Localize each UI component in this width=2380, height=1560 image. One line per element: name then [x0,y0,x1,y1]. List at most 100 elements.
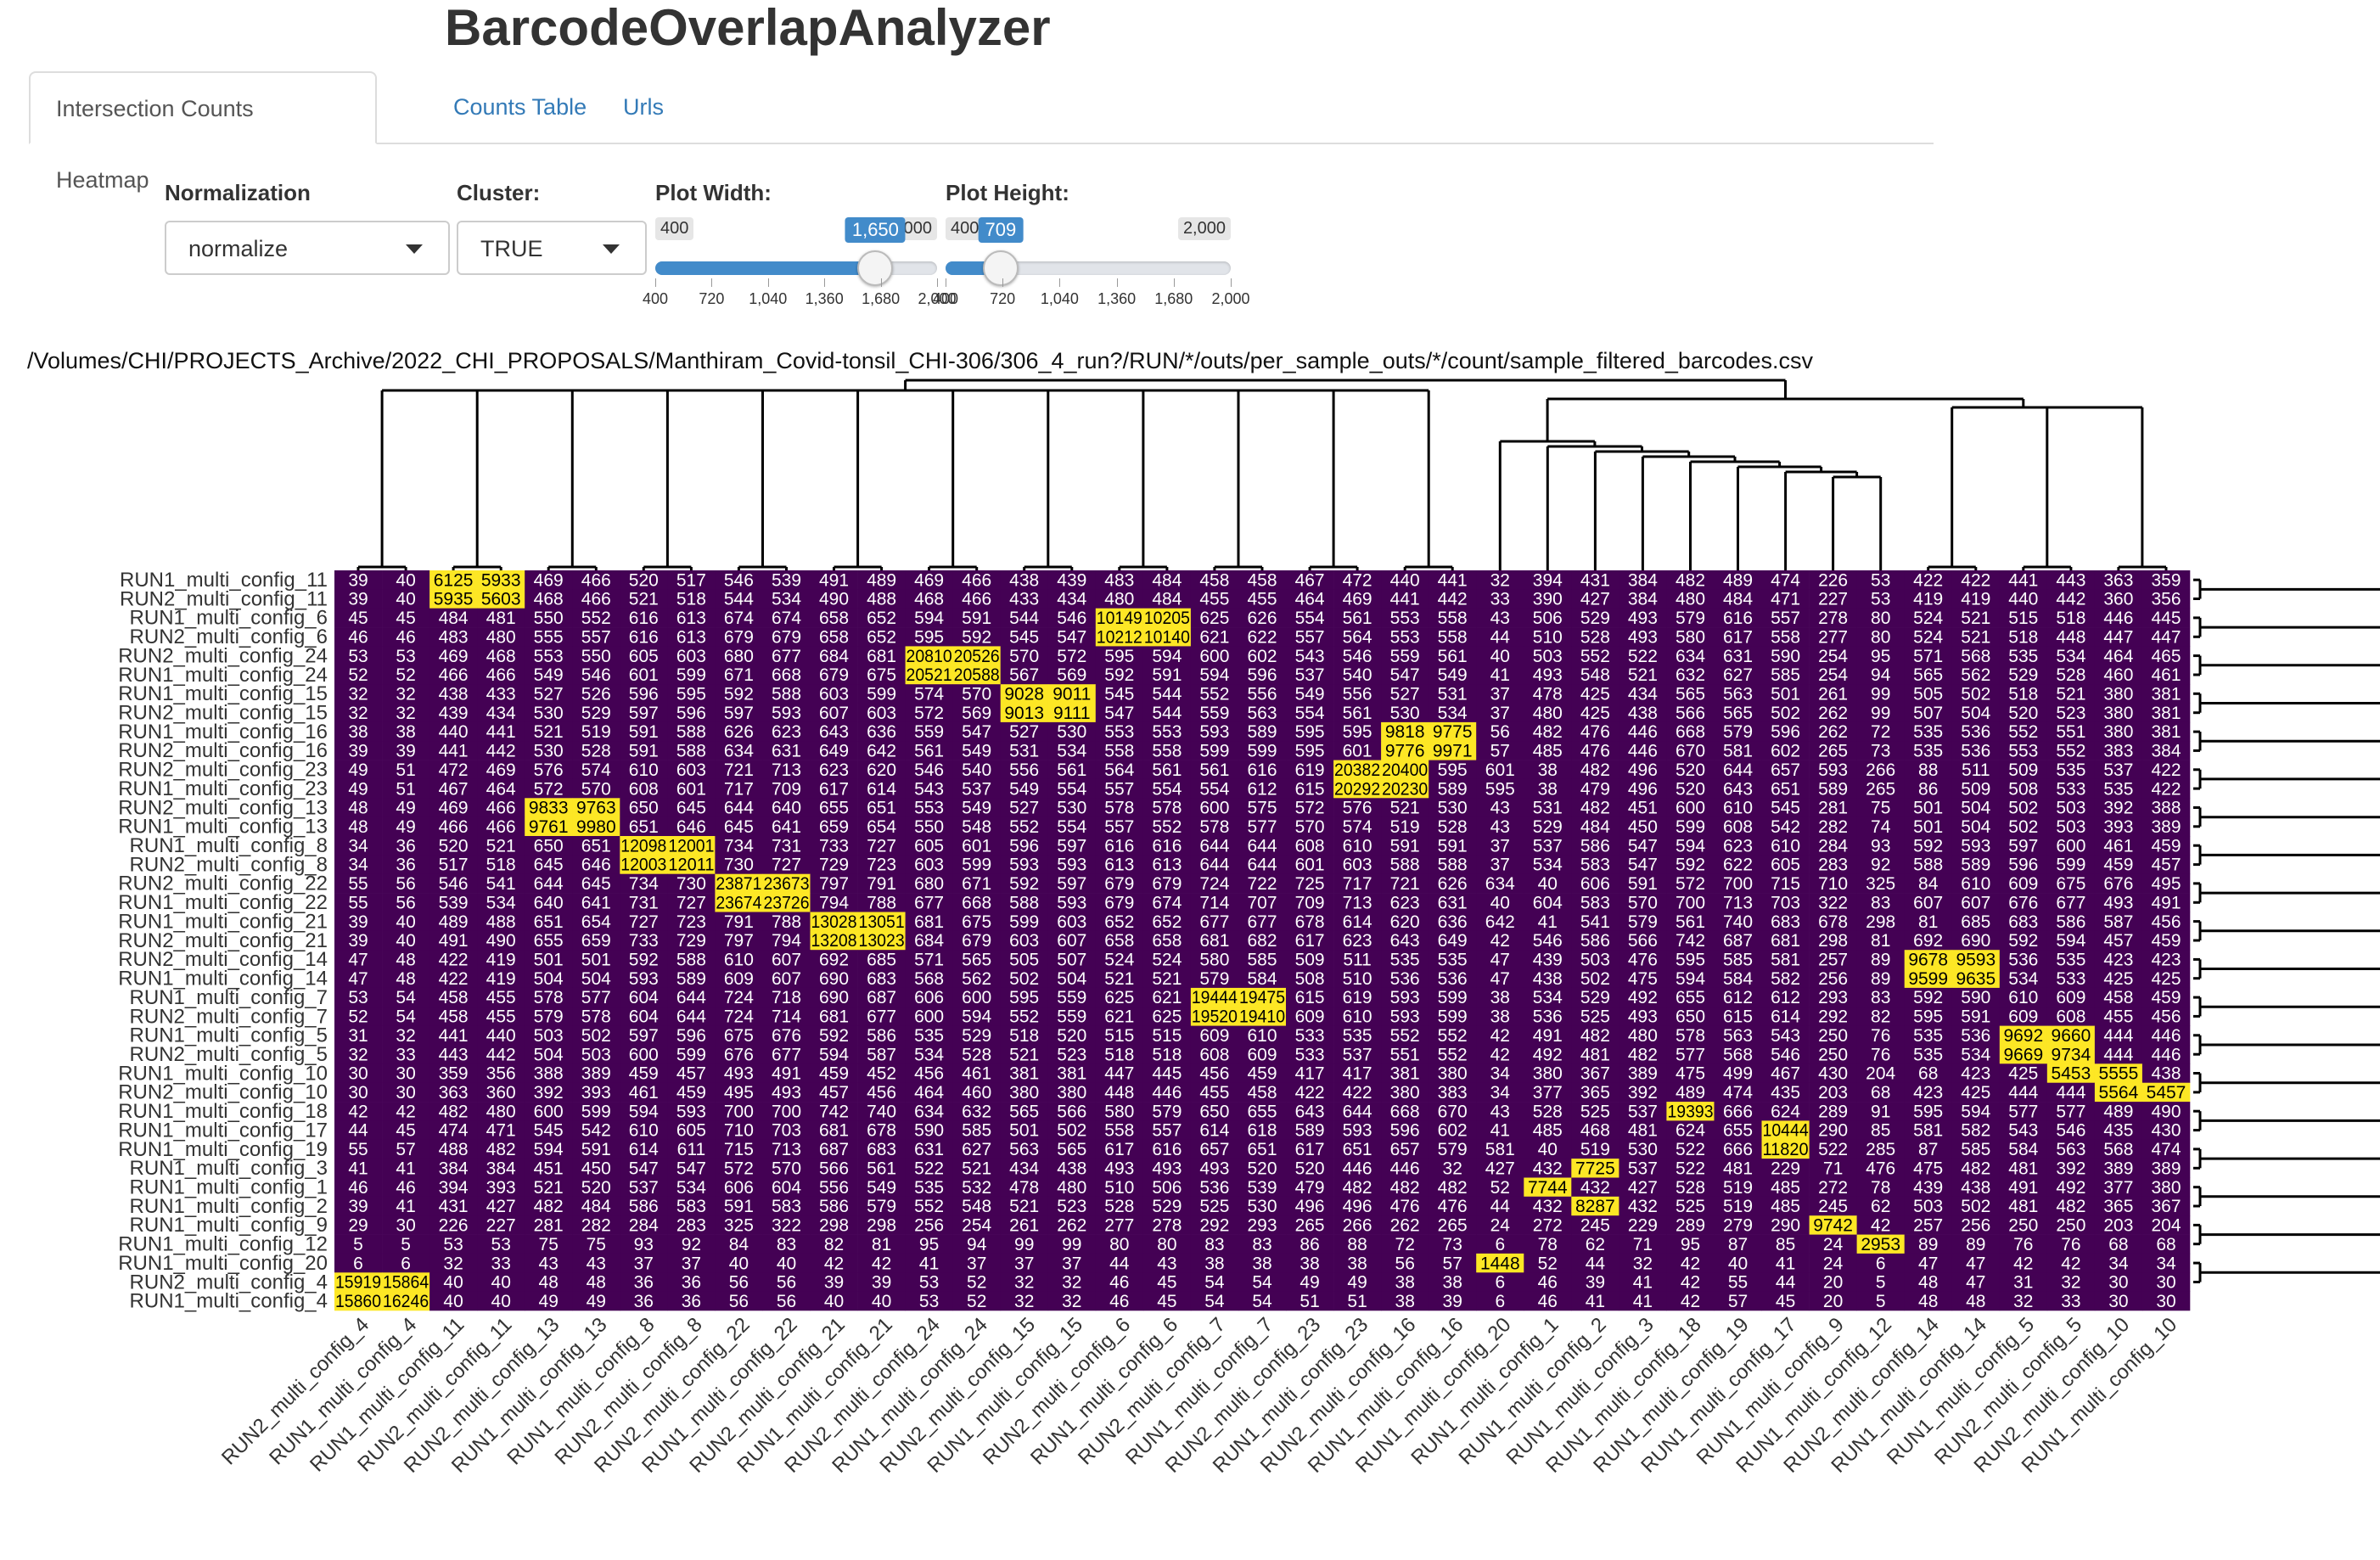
cell-value: 455 [1247,590,1277,609]
cell-value: 32 [396,704,415,723]
plot-width-tick-label: 2,000 [918,290,957,307]
cell-value: 78 [1538,1235,1558,1254]
cell-value: 652 [867,609,896,628]
cell-value: 68 [2108,1235,2128,1254]
cell-value: 608 [629,779,659,799]
heatmap-cell [905,873,953,894]
heatmap-cell [382,930,430,951]
cell-value: 588 [676,742,706,761]
cell-value: 491 [819,570,849,590]
cell-value: 5 [1876,1292,1886,1311]
plot-height-tick [1173,278,1175,287]
heatmap-cell [525,703,573,723]
cell-value: 602 [1438,1121,1468,1141]
cell-value: 427 [1485,1159,1515,1179]
tab-urls[interactable]: Urls [623,94,664,120]
cell-value: 417 [1295,1064,1325,1084]
heatmap-cell [334,950,383,969]
heatmap-cell [1524,873,1572,894]
plot-height-handle[interactable] [982,250,1019,286]
cell-value: 605 [676,1121,706,1141]
cell-value: 502 [1961,1197,1990,1216]
heatmap-cell [1238,608,1287,628]
cell-value: 325 [1866,874,1895,894]
heatmap-cell [1429,703,1477,723]
cell-value: 666 [1723,1102,1753,1121]
heatmap-cell [1714,836,1762,856]
cell-value: 49 [1299,1273,1319,1293]
cell-value: 572 [1295,799,1325,818]
cell-value: 623 [1723,836,1753,856]
heatmap-cell [667,968,716,989]
cell-value: 586 [2056,912,2085,932]
cell-value: 33 [2061,1292,2080,1311]
heatmap-cell [952,665,1002,685]
cell-value: 558 [1104,742,1134,761]
cell-value: 20 [1823,1273,1843,1293]
cell-value: 690 [819,969,849,989]
cell-value: 552 [2008,722,2038,742]
plot-height-slider[interactable]: 400 2,000 709 400 720 1,040 1,360 1,680 2,000 [933,217,1250,329]
plot-height-tick-label: 720 [990,290,1016,307]
cell-value: 56 [777,1292,796,1311]
cell-value: 594 [914,609,944,628]
cell-value: 501 [1913,817,1943,837]
cell-value: 530 [1390,704,1420,723]
cell-value: 23674 [716,893,761,912]
cell-value: 83 [777,1235,796,1254]
cell-value: 7744 [1528,1178,1568,1198]
heatmap-cell [1047,798,1097,817]
heatmap-cell [667,741,716,760]
plot-width-handle[interactable] [857,250,894,286]
cell-value: 381 [1390,1064,1420,1084]
cell-value: 456 [2151,1007,2181,1027]
cell-value: 687 [1723,931,1753,951]
cell-value: 45 [348,609,368,628]
heatmap-cell [1095,873,1144,894]
cell-value: 640 [534,893,564,912]
cell-value: 19393 [1667,1102,1713,1121]
cell-value: 9971 [1433,742,1473,761]
heatmap-cell [1047,968,1097,989]
cell-value: 438 [2151,1064,2181,1084]
heatmap-cell [1904,646,1953,666]
cell-value: 493 [1199,1159,1229,1179]
cell-value: 548 [962,1197,991,1216]
cell-value: 390 [1533,590,1563,609]
heatmap-cell [1524,798,1572,817]
heatmap-cell [1619,950,1667,969]
heatmap-cell [1000,721,1049,742]
cell-value: 584 [1723,969,1753,989]
cell-value: 53 [1871,570,1890,590]
cell-value: 533 [1295,1045,1325,1064]
cell-value: 586 [1580,836,1610,856]
cell-value: 729 [819,856,849,875]
heatmap-cell [429,646,478,666]
cell-value: 493 [1628,609,1658,628]
cell-value: 588 [1913,856,1943,875]
normalization-select[interactable]: normalize [165,221,450,275]
cell-value: 535 [1913,1045,1943,1064]
cell-value: 82 [824,1235,844,1254]
cell-value: 40 [396,912,415,932]
heatmap-cell [1856,912,1905,932]
plot-width-slider[interactable]: 400 2,000 1,650 400 720 1,040 1,360 1,680 2,000 [643,217,957,329]
cluster-select[interactable]: TRUE [457,221,647,275]
heatmap-cell [1666,760,1715,780]
tab-intersection-counts-heatmap[interactable]: Intersection Counts Heatmap [29,71,377,193]
cell-value: 42 [348,1102,368,1121]
heatmap-cell [715,893,763,912]
cell-value: 55 [348,874,368,894]
tab-counts-table[interactable]: Counts Table [453,94,587,120]
cell-value: 520 [2008,704,2038,723]
cell-value: 482 [1961,1159,1990,1179]
cell-value: 547 [1057,627,1086,647]
cell-value: 12011 [668,856,714,875]
cell-value: 585 [1771,665,1800,685]
cell-value: 600 [914,1007,944,1027]
cell-value: 592 [1009,874,1039,894]
cell-value: 594 [962,1007,991,1027]
cell-value: 566 [1057,1102,1086,1121]
heatmap-cell [477,893,525,912]
cell-value: 54 [1252,1292,1272,1311]
